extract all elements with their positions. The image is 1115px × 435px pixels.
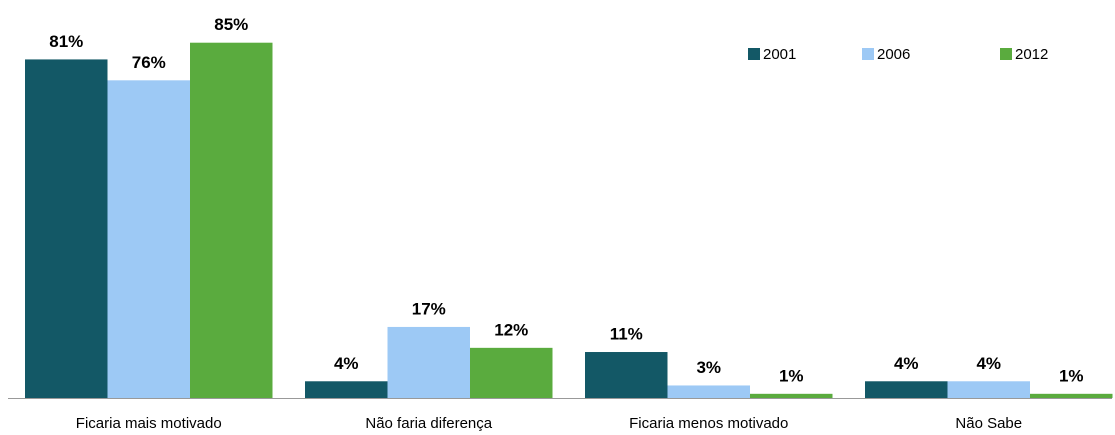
x-tick-label: Ficaria menos motivado xyxy=(629,415,788,432)
legend-label: 2006 xyxy=(877,46,910,63)
legend-label: 2001 xyxy=(763,46,796,63)
bar xyxy=(387,326,470,398)
value-label: 4% xyxy=(976,354,1001,373)
bar xyxy=(585,352,668,398)
value-label: 1% xyxy=(1059,366,1084,385)
bar xyxy=(750,393,833,398)
legend-label: 2012 xyxy=(1015,46,1048,63)
bar xyxy=(107,80,190,398)
value-label: 11% xyxy=(610,325,643,344)
x-tick-label: Não Sabe xyxy=(955,415,1022,432)
value-label: 1% xyxy=(779,366,804,385)
bar xyxy=(305,381,388,398)
bar xyxy=(1030,393,1113,398)
value-label: 12% xyxy=(494,320,528,339)
value-label: 76% xyxy=(132,53,166,72)
x-tick-label: Não faria diferença xyxy=(365,415,492,432)
value-label: 17% xyxy=(412,299,446,318)
value-label: 3% xyxy=(696,358,721,377)
x-tick-label: Ficaria mais motivado xyxy=(76,415,222,432)
legend-swatch xyxy=(862,48,874,60)
value-label: 81% xyxy=(49,32,83,51)
value-label: 85% xyxy=(214,15,248,34)
legend-swatch xyxy=(748,48,760,60)
legend-swatch xyxy=(1000,48,1012,60)
bar xyxy=(470,347,553,398)
bar xyxy=(947,381,1030,398)
bar xyxy=(667,385,750,398)
value-label: 4% xyxy=(894,354,919,373)
value-label: 4% xyxy=(334,354,359,373)
bar xyxy=(190,42,273,398)
bar xyxy=(25,59,108,399)
bar xyxy=(865,381,948,398)
